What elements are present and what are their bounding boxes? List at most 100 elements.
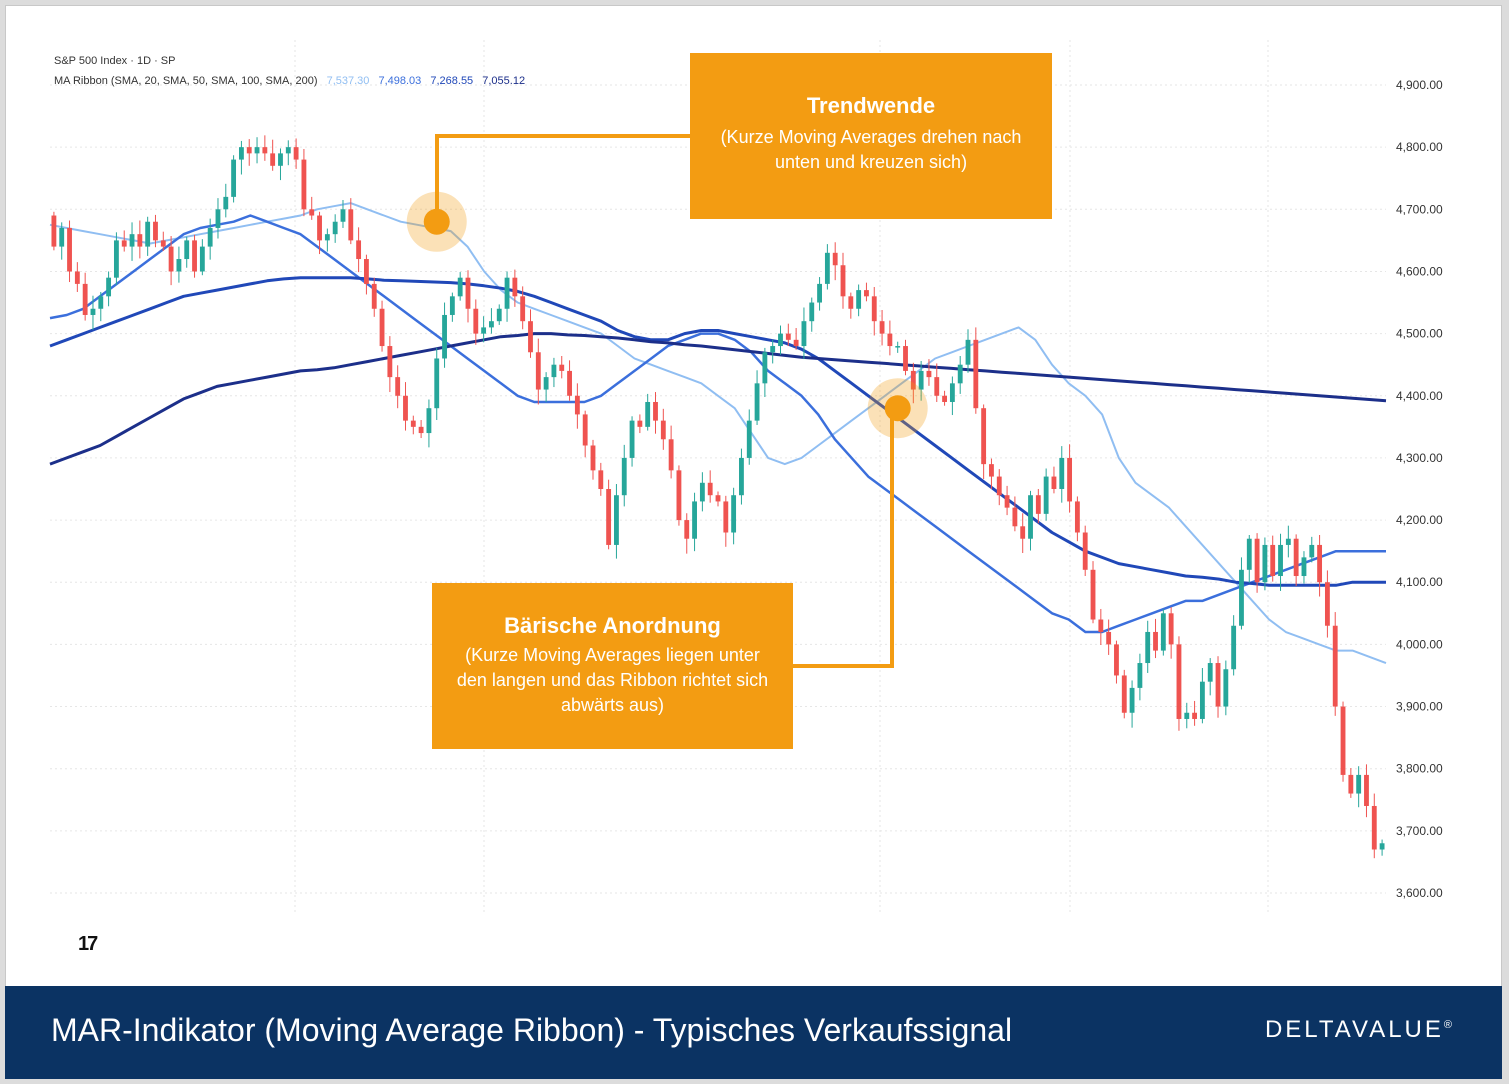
candle-body	[528, 321, 533, 353]
legend-sma20-value: 7,537.30	[326, 75, 370, 87]
candle	[356, 227, 362, 273]
candle-body	[543, 377, 549, 390]
candle	[965, 329, 971, 373]
candle	[324, 228, 330, 252]
candle	[535, 338, 541, 405]
candle-body	[520, 296, 526, 322]
candle-body	[762, 352, 768, 384]
ma-line-0	[49, 202, 1387, 664]
candle-body	[1176, 644, 1182, 719]
candle-body	[1043, 476, 1049, 514]
candle	[934, 363, 940, 402]
candle-body	[59, 227, 65, 247]
candle	[160, 231, 166, 251]
candle	[512, 269, 518, 307]
candle	[481, 316, 487, 343]
candle	[1004, 485, 1010, 516]
candle-body	[1184, 712, 1190, 719]
candle-body	[574, 395, 580, 415]
candle-body	[270, 153, 276, 166]
candle	[637, 414, 643, 434]
candle	[1129, 680, 1135, 728]
candle	[270, 139, 276, 171]
candle	[645, 393, 651, 431]
candle	[67, 220, 72, 283]
y-tick-label: 3,600.00	[1396, 886, 1443, 900]
candles	[51, 135, 1385, 859]
candle-body	[395, 377, 401, 396]
candle-body	[129, 234, 135, 247]
candle	[707, 470, 713, 503]
candle-body	[1153, 631, 1158, 651]
candle-body	[1293, 538, 1299, 577]
candle	[606, 479, 612, 550]
candle	[192, 234, 197, 278]
candle	[426, 399, 432, 448]
candle-body	[1324, 582, 1330, 626]
candle	[285, 140, 291, 166]
y-tick-label: 4,300.00	[1396, 451, 1443, 465]
candle	[1371, 793, 1377, 859]
candle-body	[832, 252, 838, 266]
candle	[848, 292, 854, 319]
candle	[1207, 658, 1213, 696]
candle	[1184, 702, 1190, 729]
candle	[129, 222, 135, 261]
candle-body	[645, 401, 651, 427]
candle	[832, 242, 838, 281]
candle	[207, 218, 213, 260]
candle	[559, 355, 565, 379]
candle-body	[606, 489, 612, 545]
candle-body	[356, 240, 362, 260]
candle	[465, 270, 471, 323]
candle-body	[949, 383, 955, 402]
candle-body	[653, 401, 658, 421]
candle	[1121, 669, 1127, 719]
candle	[567, 360, 572, 401]
candle-body	[1340, 706, 1346, 775]
candle-body	[254, 147, 260, 154]
candle-body	[246, 147, 252, 154]
candle	[496, 304, 502, 325]
markers	[406, 191, 928, 439]
candle-body	[871, 296, 877, 322]
candle	[551, 357, 557, 388]
candle	[395, 365, 401, 409]
candle-body	[770, 346, 776, 353]
candle-body	[1309, 544, 1315, 558]
candle	[1168, 607, 1174, 659]
candle-body	[223, 196, 229, 210]
candle-body	[1137, 663, 1143, 688]
candle-body	[793, 339, 799, 347]
candle	[387, 336, 393, 393]
tradingview-logo[interactable]: 17	[78, 933, 98, 955]
candle	[410, 415, 416, 435]
candle-body	[989, 464, 994, 477]
candle	[660, 408, 666, 450]
candle-body	[1285, 538, 1291, 545]
candle	[1309, 536, 1315, 563]
baerisch-callout: Bärische Anordnung (Kurze Moving Average…	[432, 583, 793, 749]
candle-body	[1145, 631, 1151, 664]
candle	[168, 236, 174, 286]
candle-body	[153, 221, 158, 241]
candle-body	[1082, 532, 1088, 570]
candle	[1176, 636, 1182, 731]
candle-body	[707, 482, 713, 496]
candle	[1270, 535, 1276, 582]
candle-body	[934, 377, 940, 396]
baerisch-marker	[884, 395, 911, 422]
candle	[262, 135, 268, 161]
candle	[1239, 557, 1244, 630]
candle-body	[559, 364, 565, 371]
candle	[668, 425, 674, 479]
candle-body	[895, 346, 901, 348]
candle	[746, 409, 752, 465]
candle-body	[809, 302, 815, 322]
candle-body	[981, 408, 987, 465]
candle-body	[293, 147, 299, 160]
deltavalue-logo: DELTAVALUE®	[1265, 1016, 1452, 1044]
candle	[739, 448, 744, 505]
candle	[785, 323, 791, 347]
candle	[1356, 766, 1362, 808]
